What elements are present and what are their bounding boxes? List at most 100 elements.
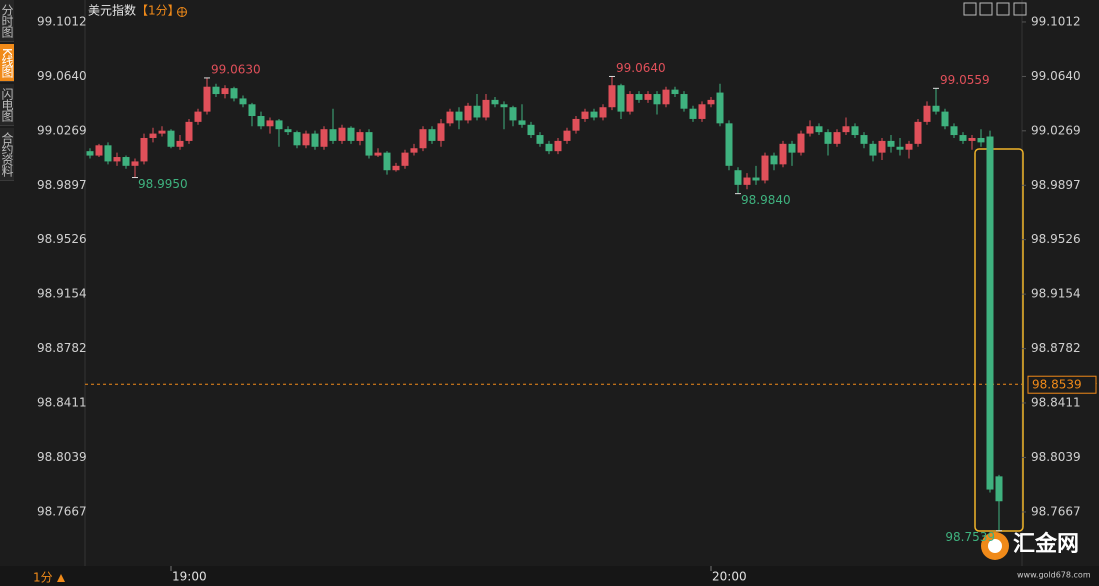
logo-url: www.gold678.com (1017, 571, 1091, 580)
candle-body (140, 137, 148, 162)
period-selector[interactable]: 1分 (33, 571, 53, 585)
candle-body (599, 107, 607, 118)
candle-body (347, 127, 355, 141)
candle-body (266, 120, 274, 127)
y-tick-label: 98.7667 (37, 504, 87, 518)
candle-body (176, 140, 184, 147)
candle-body (194, 111, 202, 122)
candle-body (851, 126, 859, 136)
candle-body (779, 143, 787, 165)
candle-body (617, 85, 625, 112)
period-arrow[interactable] (57, 574, 65, 582)
candle-body (185, 121, 193, 141)
candle-body (113, 157, 121, 162)
candle-body (437, 123, 445, 141)
candle-body (302, 133, 310, 146)
add-icon[interactable] (177, 7, 187, 17)
candle-body (689, 108, 697, 119)
candle-body (977, 137, 985, 143)
candle-body (968, 137, 976, 141)
candle-body (329, 129, 337, 141)
candle-body (662, 89, 670, 105)
candle-body (761, 155, 769, 181)
candle-body (293, 132, 301, 146)
candle-body (374, 152, 382, 156)
logo-icon (988, 539, 1002, 553)
candle-body (986, 136, 994, 490)
candle-body (356, 132, 364, 141)
candle-body (608, 85, 616, 108)
side-tab[interactable]: 闪电图 (0, 83, 14, 126)
candle-body (626, 94, 634, 112)
tool-button[interactable] (996, 2, 1010, 16)
candle-body (806, 126, 814, 134)
side-tab[interactable]: K线图 (0, 44, 14, 82)
candle-body (509, 107, 517, 121)
candle-body (545, 143, 553, 152)
candle-body (311, 133, 319, 147)
candle-body (734, 170, 742, 185)
candle-body (581, 111, 589, 119)
candle-body (95, 145, 103, 156)
y-tick-label: 98.9897 (37, 178, 87, 192)
candle-body (401, 152, 409, 166)
candle-body (446, 111, 454, 124)
x-tick-label: 19:00 (172, 570, 207, 584)
candle-body (788, 143, 796, 153)
x-tick-label: 20:00 (712, 570, 747, 584)
candle-body (914, 121, 922, 144)
y-tick-label: 98.8782 (37, 341, 87, 355)
candle-body (455, 111, 463, 121)
toolbar (963, 2, 1027, 16)
y-tick-label-right: 98.9897 (1031, 178, 1081, 192)
candle-body (572, 118, 580, 131)
candle-body (230, 88, 238, 99)
candle-body (869, 143, 877, 156)
y-tick-label: 98.8411 (37, 395, 87, 409)
candle-body (536, 135, 544, 144)
candle-body (644, 94, 652, 100)
y-tick-label-right: 98.9154 (1031, 287, 1081, 301)
candle-body (428, 129, 436, 141)
tool-button[interactable] (979, 2, 993, 16)
y-tick-label: 98.9526 (37, 232, 87, 246)
logo-name: 汇金网 (1013, 531, 1079, 557)
low-label: 98.9950 (138, 177, 188, 191)
candle-body (554, 140, 562, 152)
tool-button[interactable] (1013, 2, 1027, 16)
candle-body (419, 129, 427, 149)
high-label: 99.0640 (616, 61, 666, 75)
low-label: 98.7539 (945, 530, 995, 544)
candle-body (653, 94, 661, 105)
candle-body (338, 127, 346, 141)
candle-body (716, 92, 724, 124)
candle-body (959, 135, 967, 141)
side-tabs: 分时图 K线图 闪电图 合约资料 (0, 0, 14, 183)
candle-body (464, 105, 472, 121)
candle-body (410, 148, 418, 153)
candle-body (797, 133, 805, 153)
period-label[interactable]: 【1分】 (136, 4, 180, 18)
candle-body (995, 476, 1003, 502)
side-tab[interactable]: 合约资料 (0, 127, 14, 181)
candle-body (860, 135, 868, 144)
y-tick-label: 99.1012 (37, 14, 87, 28)
candle-body (149, 133, 157, 138)
candle-body (104, 145, 112, 162)
candle-body (239, 98, 247, 105)
candle-body (743, 177, 751, 185)
candle-body (887, 140, 895, 147)
candle-body (950, 126, 958, 136)
candle-body (905, 143, 913, 150)
candle-body (923, 105, 931, 122)
current-price-label: 98.8539 (1032, 378, 1082, 392)
side-tab[interactable]: 分时图 (0, 0, 14, 42)
tool-button[interactable] (963, 2, 977, 16)
candle-body (275, 120, 283, 130)
candle-body (284, 129, 292, 133)
y-tick-label-right: 98.8411 (1031, 395, 1081, 409)
y-tick-label: 99.0269 (37, 123, 87, 137)
candle-body (770, 155, 778, 165)
y-tick-label: 99.0640 (37, 69, 87, 83)
